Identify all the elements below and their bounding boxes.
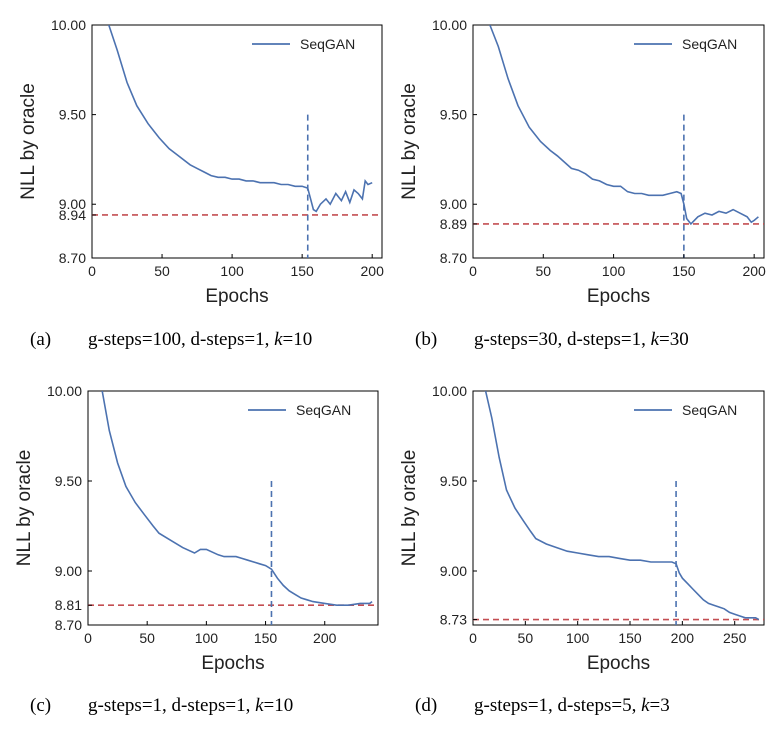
- x-tick-label: 200: [742, 263, 766, 279]
- x-tick-label: 50: [536, 263, 552, 279]
- caption-panel-letter: (a): [30, 329, 51, 350]
- x-tick-label: 0: [84, 630, 92, 646]
- y-tick-label: 10.00: [47, 383, 82, 399]
- y-tick-label: 8.94: [59, 207, 86, 223]
- x-tick-label: 150: [672, 263, 696, 279]
- caption-main: g-steps=1, d-steps=1,: [88, 695, 255, 716]
- plot-frame: [472, 390, 765, 626]
- x-tick-label: 150: [290, 263, 314, 279]
- y-tick-label: 9.50: [59, 107, 86, 123]
- caption-k-value: =3: [650, 695, 670, 716]
- caption-k: k: [255, 695, 264, 716]
- legend-label: SeqGAN: [682, 36, 737, 52]
- x-tick-label: 200: [361, 263, 385, 279]
- x-tick-label: 0: [469, 263, 477, 279]
- caption-main: g-steps=30, d-steps=1,: [474, 329, 651, 350]
- caption-panel-letter: (d): [415, 695, 437, 716]
- y-tick-label: 10.00: [51, 17, 86, 33]
- caption-panel-letter: (b): [415, 329, 437, 350]
- y-tick-label: 10.00: [432, 383, 467, 399]
- plot-frame: [472, 24, 765, 259]
- y-tick-label: 8.73: [440, 612, 467, 628]
- y-tick-label: 8.81: [55, 597, 82, 613]
- y-tick-label: 8.89: [440, 216, 467, 232]
- plot-frame: [91, 24, 383, 259]
- y-axis-label: NLL by oracle: [14, 450, 35, 567]
- x-tick-label: 0: [469, 630, 477, 646]
- x-tick-label: 100: [566, 630, 590, 646]
- x-tick-label: 150: [618, 630, 642, 646]
- x-tick-label: 50: [139, 630, 155, 646]
- series-line-seqgan: [489, 25, 759, 226]
- y-tick-label: 9.00: [440, 563, 467, 579]
- y-tick-label: 8.70: [440, 250, 467, 266]
- series-line-seqgan: [484, 391, 760, 621]
- y-tick-label: 9.00: [440, 196, 467, 212]
- chart-panel-3: 0 50 100 150 200 8.70 8.81 9.00 9.50 10.00 Epochs N…: [14, 383, 379, 716]
- y-tick-label: 9.00: [59, 196, 86, 212]
- plot-frame: [87, 390, 379, 626]
- y-tick-label: 9.50: [440, 107, 467, 123]
- y-tick-label: 8.70: [59, 250, 86, 266]
- caption-text: g-steps=30, d-steps=1, k=30: [474, 329, 689, 350]
- caption-k: k: [274, 329, 283, 350]
- x-axis-label: Epochs: [587, 653, 650, 674]
- caption-text: g-steps=1, d-steps=1, k=10: [88, 695, 293, 716]
- y-axis-label: NLL by oracle: [399, 450, 420, 567]
- caption-main: g-steps=100, d-steps=1,: [88, 329, 274, 350]
- x-tick-label: 250: [723, 630, 747, 646]
- caption-panel-letter: (c): [30, 695, 51, 716]
- x-tick-label: 50: [154, 263, 170, 279]
- x-axis-label: Epochs: [205, 286, 268, 307]
- x-tick-label: 200: [671, 630, 695, 646]
- y-axis-label: NLL by oracle: [399, 83, 420, 200]
- caption-k-value: =10: [283, 329, 313, 350]
- chart-panel-4: 0 50 100 150 200 250 8.73 9.00 9.50 10.00 Epochs NL…: [399, 383, 765, 716]
- x-axis-label: Epochs: [201, 653, 264, 674]
- y-axis-label: NLL by oracle: [18, 83, 39, 200]
- x-tick-label: 150: [254, 630, 278, 646]
- caption-k-value: =30: [659, 329, 689, 350]
- caption-text: g-steps=1, d-steps=5, k=3: [474, 695, 670, 716]
- caption-text: g-steps=100, d-steps=1, k=10: [88, 329, 312, 350]
- x-tick-label: 0: [88, 263, 96, 279]
- x-axis-label: Epochs: [587, 286, 650, 307]
- x-tick-label: 100: [602, 263, 626, 279]
- x-tick-label: 100: [220, 263, 244, 279]
- caption-main: g-steps=1, d-steps=5,: [474, 695, 641, 716]
- x-tick-label: 200: [313, 630, 337, 646]
- x-tick-label: 100: [195, 630, 219, 646]
- series-line-seqgan: [108, 25, 373, 213]
- series-line-seqgan: [101, 391, 373, 607]
- chart-panel-1: 0 50 100 150 200 8.70 8.949.00 9.50 10.00 Epochs N…: [18, 17, 384, 350]
- legend-label: SeqGAN: [296, 402, 351, 418]
- caption-k: k: [651, 329, 660, 350]
- caption-k: k: [641, 695, 650, 716]
- legend-label: SeqGAN: [682, 402, 737, 418]
- y-tick-label: 8.70: [55, 617, 82, 633]
- caption-k-value: =10: [264, 695, 294, 716]
- y-tick-label: 9.50: [55, 473, 82, 489]
- chart-panel-2: 0 50 100 150 200 8.70 8.89 9.00 9.50 10.00 Epochs N…: [399, 17, 766, 350]
- legend-label: SeqGAN: [300, 36, 355, 52]
- y-tick-label: 9.50: [440, 473, 467, 489]
- y-tick-label: 10.00: [432, 17, 467, 33]
- y-tick-label: 9.00: [55, 563, 82, 579]
- x-tick-label: 50: [518, 630, 534, 646]
